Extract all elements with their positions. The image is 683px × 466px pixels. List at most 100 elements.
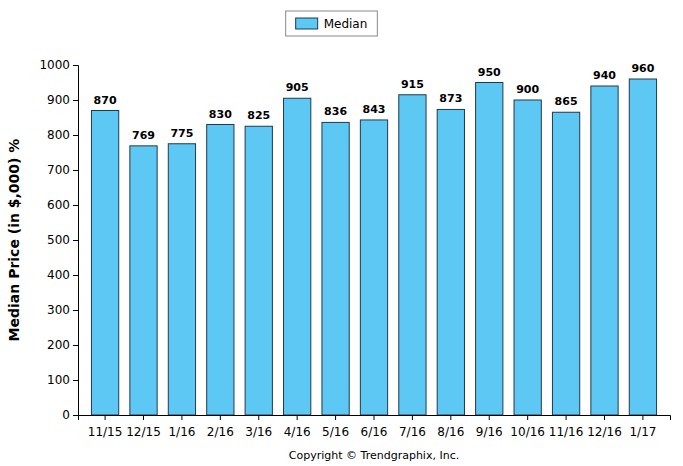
x-tick: 12/16 (587, 415, 622, 439)
x-tick: 7/16 (399, 415, 426, 439)
y-tick: 200 (47, 338, 78, 352)
data-label: 865 (555, 95, 578, 108)
y-tick-label: 900 (47, 93, 70, 107)
x-tick: 3/16 (245, 415, 272, 439)
bar (437, 109, 464, 415)
x-tick: 6/16 (361, 415, 388, 439)
x-tick: 8/16 (437, 415, 464, 439)
y-tick-mark (73, 240, 78, 241)
data-label: 940 (593, 69, 616, 82)
y-tick-label: 500 (47, 233, 70, 247)
y-tick: 0 (62, 408, 78, 422)
x-tick-mark (489, 415, 490, 420)
data-label: 950 (478, 66, 501, 79)
bar (476, 83, 503, 416)
x-tick-mark (642, 415, 643, 420)
x-tick-label: 11/16 (549, 425, 584, 439)
data-label: 905 (286, 81, 309, 94)
legend: Median (286, 11, 378, 36)
bar (168, 144, 195, 415)
chart-svg: 0100200300400500600700800900100011/1512/… (0, 0, 683, 466)
x-tick-label: 12/16 (587, 425, 622, 439)
y-tick-label: 700 (47, 163, 70, 177)
y-tick-mark (73, 170, 78, 171)
y-tick: 100 (47, 373, 78, 387)
y-tick-mark (73, 380, 78, 381)
x-tick-mark (604, 415, 605, 420)
x-tick: 1/16 (168, 415, 195, 439)
legend-label: Median (324, 17, 368, 31)
y-tick: 300 (47, 303, 78, 317)
x-tick-mark (143, 415, 144, 420)
x-tick-label: 12/15 (126, 425, 161, 439)
annotation: Copyright © Trendgraphix, Inc. (289, 449, 459, 462)
x-tick-mark (527, 415, 528, 420)
bar (552, 112, 579, 415)
y-tick-label: 400 (47, 268, 70, 282)
y-tick-mark (73, 275, 78, 276)
y-tick-label: 1000 (39, 58, 70, 72)
bar (399, 95, 426, 415)
x-tick: 11/15 (88, 415, 123, 439)
chart-container: 0100200300400500600700800900100011/1512/… (0, 0, 683, 466)
data-label: 830 (209, 108, 232, 121)
x-tick-label: 4/16 (284, 425, 311, 439)
x-tick-label: 1/17 (629, 425, 656, 439)
x-tick-mark (566, 415, 567, 420)
x-tick-label: 10/16 (510, 425, 545, 439)
x-tick-label: 8/16 (437, 425, 464, 439)
x-tick-label: 3/16 (245, 425, 272, 439)
y-tick-mark (73, 345, 78, 346)
bar (514, 100, 541, 415)
y-tick-mark (73, 65, 78, 66)
data-label: 873 (439, 92, 462, 105)
x-tick: 1/17 (629, 415, 656, 439)
bar (629, 79, 656, 415)
data-label: 900 (516, 83, 539, 96)
x-tick-label: 9/16 (476, 425, 503, 439)
y-tick-mark (73, 415, 78, 416)
y-axis: 0 100 200 300 400 500 600 700 800 900 1000 (39, 58, 78, 422)
data-label: 915 (401, 78, 424, 91)
x-tick: 9/16 (476, 415, 503, 439)
bar (245, 126, 272, 415)
bar (360, 120, 387, 415)
data-label: 870 (94, 94, 117, 107)
legend-item: Median (296, 17, 368, 31)
y-tick-mark (73, 205, 78, 206)
bar (284, 98, 311, 415)
legend-swatch (296, 18, 318, 29)
y-tick-label: 200 (47, 338, 70, 352)
x-tick-mark (105, 415, 106, 420)
bars (91, 79, 656, 415)
y-tick-label: 300 (47, 303, 70, 317)
x-tick-mark (258, 415, 259, 420)
x-tick-mark (374, 415, 375, 420)
x-tick: 12/15 (126, 415, 161, 439)
x-tick-label: 7/16 (399, 425, 426, 439)
x-tick: 2/16 (207, 415, 234, 439)
legend-box (286, 11, 378, 36)
x-tick-mark (181, 415, 182, 420)
x-tick-mark (297, 415, 298, 420)
x-tick: 10/16 (510, 415, 545, 439)
x-tick-mark (335, 415, 336, 420)
y-tick: 900 (47, 93, 78, 107)
bar (130, 146, 157, 415)
y-tick-mark (73, 135, 78, 136)
data-label: 769 (132, 129, 155, 142)
x-tick-label: 5/16 (322, 425, 349, 439)
y-tick: 600 (47, 198, 78, 212)
data-label: 836 (324, 105, 347, 118)
y-tick-mark (73, 310, 78, 311)
x-tick-label: 2/16 (207, 425, 234, 439)
y-tick: 700 (47, 163, 78, 177)
data-label: 960 (631, 62, 654, 75)
y-tick: 800 (47, 128, 78, 142)
x-tick-label: 6/16 (361, 425, 388, 439)
x-tick-mark (412, 415, 413, 420)
x-tick: 4/16 (284, 415, 311, 439)
y-tick-label: 800 (47, 128, 70, 142)
bar (207, 125, 234, 416)
data-labels: 8707697758308259058368439158739509008659… (94, 62, 655, 142)
